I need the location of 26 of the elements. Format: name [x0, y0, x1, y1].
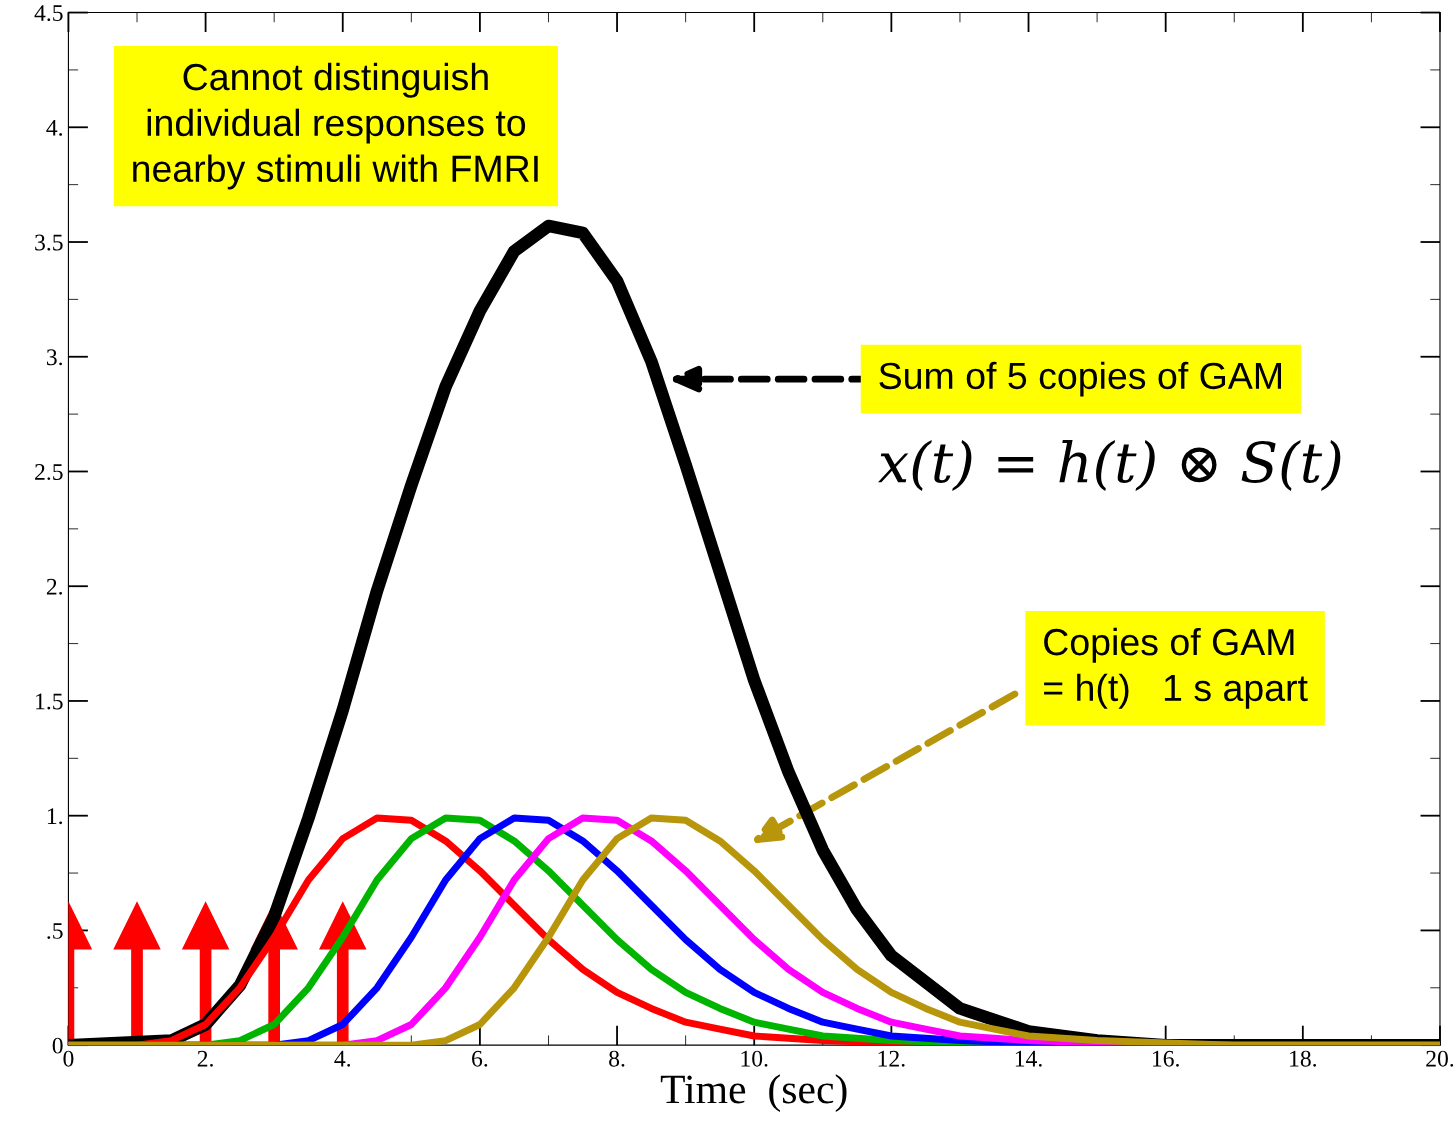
y-tick-label: 2.	[46, 578, 63, 595]
x-tick-label: 8.	[609, 1050, 625, 1067]
y-tick-label: 0	[52, 1037, 63, 1054]
x-tick-label: 4.	[334, 1050, 351, 1067]
annotation: Copies of GAM = h(t) 1 s apart	[1044, 627, 1308, 709]
x-tick-label: 2.	[197, 1050, 213, 1067]
annotation: Sum of 5 copies of GAM	[879, 361, 1281, 397]
y-tick-label: 1.	[47, 808, 63, 825]
y-tick-label: 1.5	[36, 693, 63, 710]
x-tick-label: 12.	[878, 1050, 905, 1067]
y-tick-label: .5	[47, 923, 63, 939]
x-tick-label: 0	[63, 1050, 74, 1067]
annotation: x(t) = h(t) ⊗ S(t)	[878, 440, 1341, 491]
annotation: Cannot distinguish individual responses to nearby stimuli with FMRI	[133, 62, 538, 190]
x-tick-label: 10.	[741, 1050, 768, 1067]
x-tick-label: 18.	[1290, 1050, 1317, 1067]
y-tick-label: 4.	[46, 119, 63, 136]
x-tick-label: 16.	[1152, 1050, 1179, 1067]
y-tick-label: 3.	[46, 349, 63, 366]
y-tick-label: 4.5	[34, 5, 63, 22]
y-tick-label: 3.5	[35, 234, 63, 251]
y-tick-label: 2.5	[35, 464, 63, 481]
x-tick-label: 14.	[1015, 1050, 1042, 1067]
x-axis-title: Time (sec)	[660, 1074, 847, 1112]
x-tick-label: 20.	[1426, 1050, 1454, 1067]
x-tick-label: 6.	[472, 1050, 488, 1067]
